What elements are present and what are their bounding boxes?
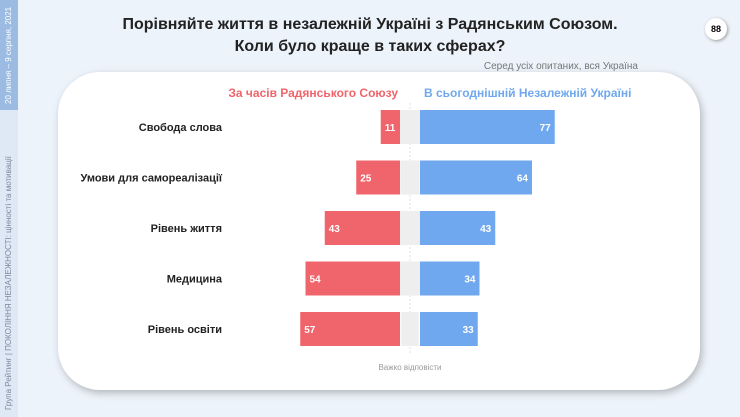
chart-title: Порівняйте життя в незалежній Україні з … bbox=[120, 14, 620, 58]
legend-independent: В сьогоднішній Незалежній Україні bbox=[424, 86, 631, 100]
bar-independent bbox=[420, 312, 478, 346]
legend-soviet: За часів Радянського Союзу bbox=[228, 86, 398, 100]
page-number: 88 bbox=[705, 18, 727, 40]
bar-hard-to-answer bbox=[400, 160, 420, 195]
bar-soviet bbox=[300, 312, 400, 346]
bar-independent bbox=[420, 261, 480, 296]
value-label-soviet: 57 bbox=[304, 325, 316, 336]
value-label-soviet: 25 bbox=[360, 174, 372, 185]
value-label-soviet: 54 bbox=[310, 275, 322, 286]
sidebar: 20 липня – 9 серпня, 2021 Група Рейтинг … bbox=[0, 0, 18, 417]
date-box: 20 липня – 9 серпня, 2021 bbox=[0, 0, 18, 110]
value-label-soviet: 11 bbox=[385, 123, 396, 134]
value-label-independent: 34 bbox=[464, 275, 476, 286]
subtitle: Серед усіх опитаних, вся Україна bbox=[483, 61, 638, 72]
bar-independent bbox=[420, 110, 555, 144]
value-label-independent: 77 bbox=[540, 123, 552, 134]
bar-soviet bbox=[305, 261, 400, 296]
bar-hard-to-answer bbox=[399, 261, 421, 296]
value-label-independent: 64 bbox=[517, 174, 529, 185]
bar-hard-to-answer bbox=[397, 211, 423, 245]
bar-soviet bbox=[324, 211, 400, 245]
bar-hard-to-answer bbox=[401, 312, 419, 346]
category-label: Рівень життя bbox=[151, 223, 222, 235]
bar-independent bbox=[420, 160, 532, 195]
value-label-soviet: 43 bbox=[329, 224, 341, 235]
bar-soviet bbox=[356, 160, 400, 195]
bar-independent bbox=[420, 211, 496, 245]
bar-hard-to-answer bbox=[399, 110, 421, 144]
value-label-independent: 43 bbox=[480, 224, 492, 235]
category-label: Рівень освіти bbox=[148, 324, 222, 336]
category-label: Медицина bbox=[167, 274, 223, 286]
title-line-1: Порівняйте життя в незалежній Україні з … bbox=[122, 16, 618, 33]
category-label: Свобода слова bbox=[139, 122, 223, 134]
category-label: Умови для самореалізації bbox=[81, 173, 223, 185]
value-label-independent: 33 bbox=[463, 325, 475, 336]
bar-soviet bbox=[380, 110, 400, 144]
title-line-2: Коли було краще в таких сферах? bbox=[234, 38, 506, 55]
legend-hard-to-answer: Важко відповісти bbox=[378, 363, 441, 372]
